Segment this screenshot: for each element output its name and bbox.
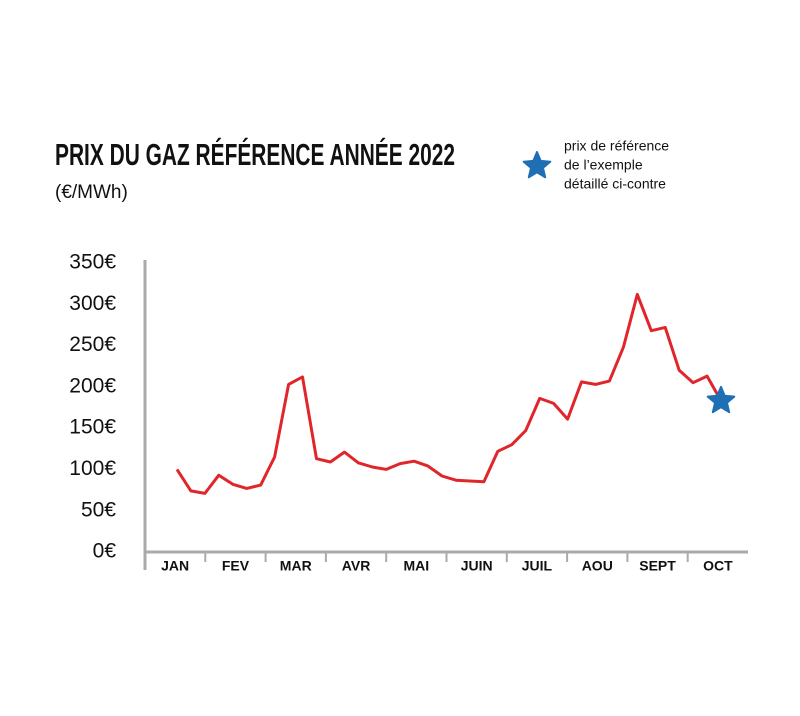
y-tick-label: 0€ xyxy=(93,540,117,563)
x-tick-label: AVR xyxy=(342,558,371,574)
legend-text: prix de référence xyxy=(564,138,669,154)
y-tick-label: 350€ xyxy=(69,251,116,274)
y-tick-label: 150€ xyxy=(69,416,116,439)
x-tick-label: JAN xyxy=(161,558,189,574)
y-tick-label: 250€ xyxy=(69,333,116,356)
reference-star xyxy=(706,385,736,414)
x-tick-label: MAR xyxy=(280,558,312,574)
x-tick-label: OCT xyxy=(703,558,733,574)
y-tick-label: 300€ xyxy=(69,292,116,315)
x-tick-label: FEV xyxy=(222,558,250,574)
y-tick-label: 50€ xyxy=(81,498,116,521)
chart-title: PRIX DU GAZ RÉFÉRENCE ANNÉE 2022 xyxy=(55,137,455,172)
legend-star xyxy=(522,151,552,179)
x-tick-label: JUIL xyxy=(522,558,553,574)
x-tick-label: MAI xyxy=(404,558,430,574)
x-tick-label: SEPT xyxy=(639,558,676,574)
chart-subtitle: (€/MWh) xyxy=(55,182,128,203)
x-tick-label: AOU xyxy=(582,558,613,574)
x-tick-label: JUIN xyxy=(461,558,493,574)
line xyxy=(175,292,723,495)
legend-text: détaillé ci-contre xyxy=(564,176,666,192)
legend-text: de l’exemple xyxy=(564,157,643,173)
y-tick-label: 200€ xyxy=(69,374,116,397)
y-tick-label: 100€ xyxy=(69,457,116,480)
